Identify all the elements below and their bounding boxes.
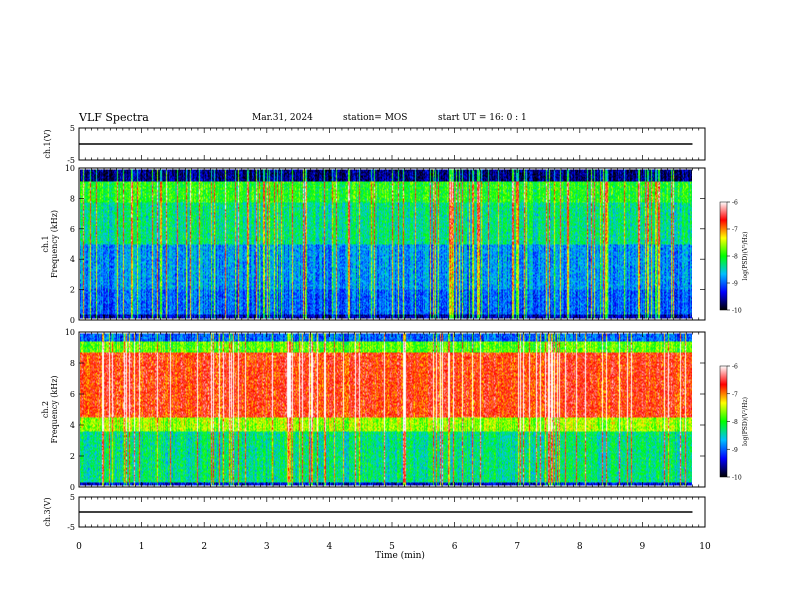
x-tick-label: 10 (699, 542, 711, 552)
station-label: station= MOS (343, 113, 408, 123)
colorbar (719, 365, 728, 478)
x-tick-label: 9 (640, 542, 646, 552)
spectrogram-image (80, 169, 692, 319)
y-axis-label: ch.1 (41, 235, 50, 252)
y-tick-label: 8 (70, 359, 75, 368)
colorbar-tick-label: -8 (732, 419, 738, 426)
y-axis-label: ch.1(V) (43, 129, 52, 158)
y-tick-label: 8 (70, 194, 75, 203)
y-tick-label: 6 (70, 225, 75, 234)
x-tick-label: 5 (389, 542, 395, 552)
y-tick-label: 0 (70, 316, 75, 325)
y-tick-label: 10 (65, 164, 75, 173)
colorbar-label: log(PSD)(V²/Hz) (742, 232, 749, 281)
colorbar-tick-label: -7 (732, 391, 738, 398)
colorbar-tick-label: -6 (732, 364, 738, 371)
y-tick-label: 0 (70, 483, 75, 492)
x-tick-label: 8 (577, 542, 583, 552)
y-tick-label: 5 (70, 124, 75, 133)
figure-title: VLF Spectra (79, 111, 149, 124)
start-time-label: start UT = 16: 0 : 1 (438, 113, 527, 123)
y-tick-label: 4 (70, 255, 75, 264)
y-tick-label: 6 (70, 390, 75, 399)
x-tick-label: 3 (264, 542, 270, 552)
colorbar (719, 201, 728, 311)
y-tick-label: 4 (70, 421, 75, 430)
y-tick-label: 10 (65, 328, 75, 337)
y-axis-label: ch.3(V) (43, 497, 52, 526)
colorbar-tick-label: -8 (732, 254, 738, 261)
colorbar-tick-label: -9 (732, 447, 738, 454)
colorbar-label: log(PSD)(V²/Hz) (742, 397, 749, 446)
x-axis-label: Time (min) (375, 550, 425, 561)
y-axis-label: Frequency (kHz) (50, 375, 59, 443)
y-tick-label: 2 (70, 452, 75, 461)
colorbar-tick-label: -10 (732, 475, 742, 482)
x-tick-label: 6 (452, 542, 458, 552)
spectrogram-image (80, 333, 692, 486)
y-tick-label: -5 (67, 156, 75, 165)
x-tick-label: 1 (139, 542, 145, 552)
x-tick-label: 7 (514, 542, 520, 552)
x-tick-label: 0 (76, 542, 82, 552)
date-label: Mar.31, 2024 (252, 113, 313, 123)
x-tick-label: 4 (327, 542, 333, 552)
colorbar-tick-label: -9 (732, 281, 738, 288)
x-tick-label: 2 (201, 542, 207, 552)
y-tick-label: 5 (70, 493, 75, 502)
colorbar-tick-label: -6 (732, 200, 738, 207)
y-axis-label: Frequency (kHz) (50, 210, 59, 278)
y-tick-label: -5 (67, 523, 75, 532)
y-tick-label: 2 (70, 286, 75, 295)
colorbar-tick-label: -7 (732, 227, 738, 234)
colorbar-tick-label: -10 (732, 308, 742, 315)
y-axis-label: ch.2 (41, 401, 50, 418)
